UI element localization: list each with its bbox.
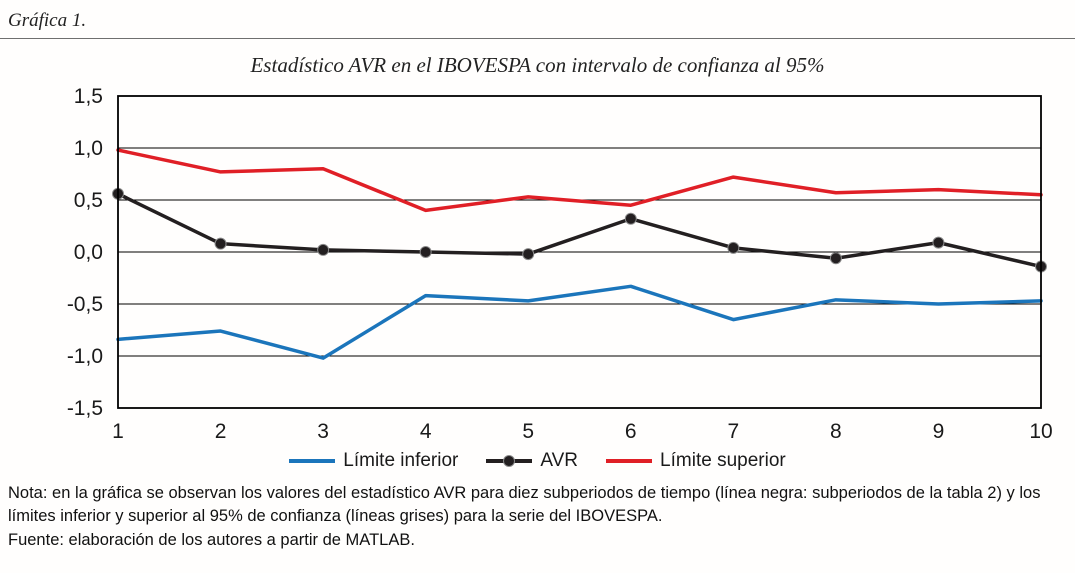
source-text: Fuente: elaboración de los autores a par… (8, 530, 415, 549)
svg-text:1,0: 1,0 (74, 137, 103, 160)
svg-text:3: 3 (317, 420, 329, 443)
svg-text:5: 5 (522, 420, 534, 443)
svg-text:-1,0: -1,0 (67, 345, 103, 368)
svg-text:9: 9 (933, 420, 945, 443)
legend-label-avr: AVR (540, 450, 579, 471)
svg-text:1: 1 (112, 420, 124, 443)
black-line-dot-sample-icon (486, 455, 533, 467)
blue-line-sample-icon (289, 459, 336, 463)
legend-item-limite-inferior: Límite inferior (289, 450, 458, 472)
note-text: Nota: en la gráfica se observan los valo… (8, 484, 1041, 526)
svg-text:0,0: 0,0 (74, 241, 103, 264)
svg-text:-1,5: -1,5 (67, 397, 103, 420)
svg-text:6: 6 (625, 420, 637, 443)
legend-label-limite-superior: Límite superior (660, 450, 786, 471)
divider (0, 38, 1075, 39)
legend-item-limite-superior: Límite superior (606, 450, 786, 472)
svg-text:10: 10 (1029, 420, 1052, 443)
avr-line-chart: 1,5 1,0 0,5 0,0 -0,5 -1,0 -1,5 1 2 3 4 5 6 7 8 9 10 (67, 85, 1053, 443)
svg-text:0,5: 0,5 (74, 189, 103, 212)
svg-text:2: 2 (215, 420, 227, 443)
legend-item-avr: AVR (486, 450, 578, 472)
chart-legend: Límite inferior AVR Límite superior (0, 450, 1075, 472)
svg-text:8: 8 (830, 420, 842, 443)
chart-title: Estadístico AVR en el IBOVESPA con inter… (250, 53, 825, 77)
svg-text:4: 4 (420, 420, 432, 443)
svg-text:1,5: 1,5 (74, 85, 103, 108)
svg-text:7: 7 (727, 420, 739, 443)
figure-label: Gráfica 1. (8, 10, 87, 31)
red-line-sample-icon (606, 459, 653, 463)
legend-label-limite-inferior: Límite inferior (343, 450, 459, 471)
notes-block: Nota: en la gráfica se observan los valo… (0, 472, 1075, 552)
svg-text:-0,5: -0,5 (67, 293, 103, 316)
